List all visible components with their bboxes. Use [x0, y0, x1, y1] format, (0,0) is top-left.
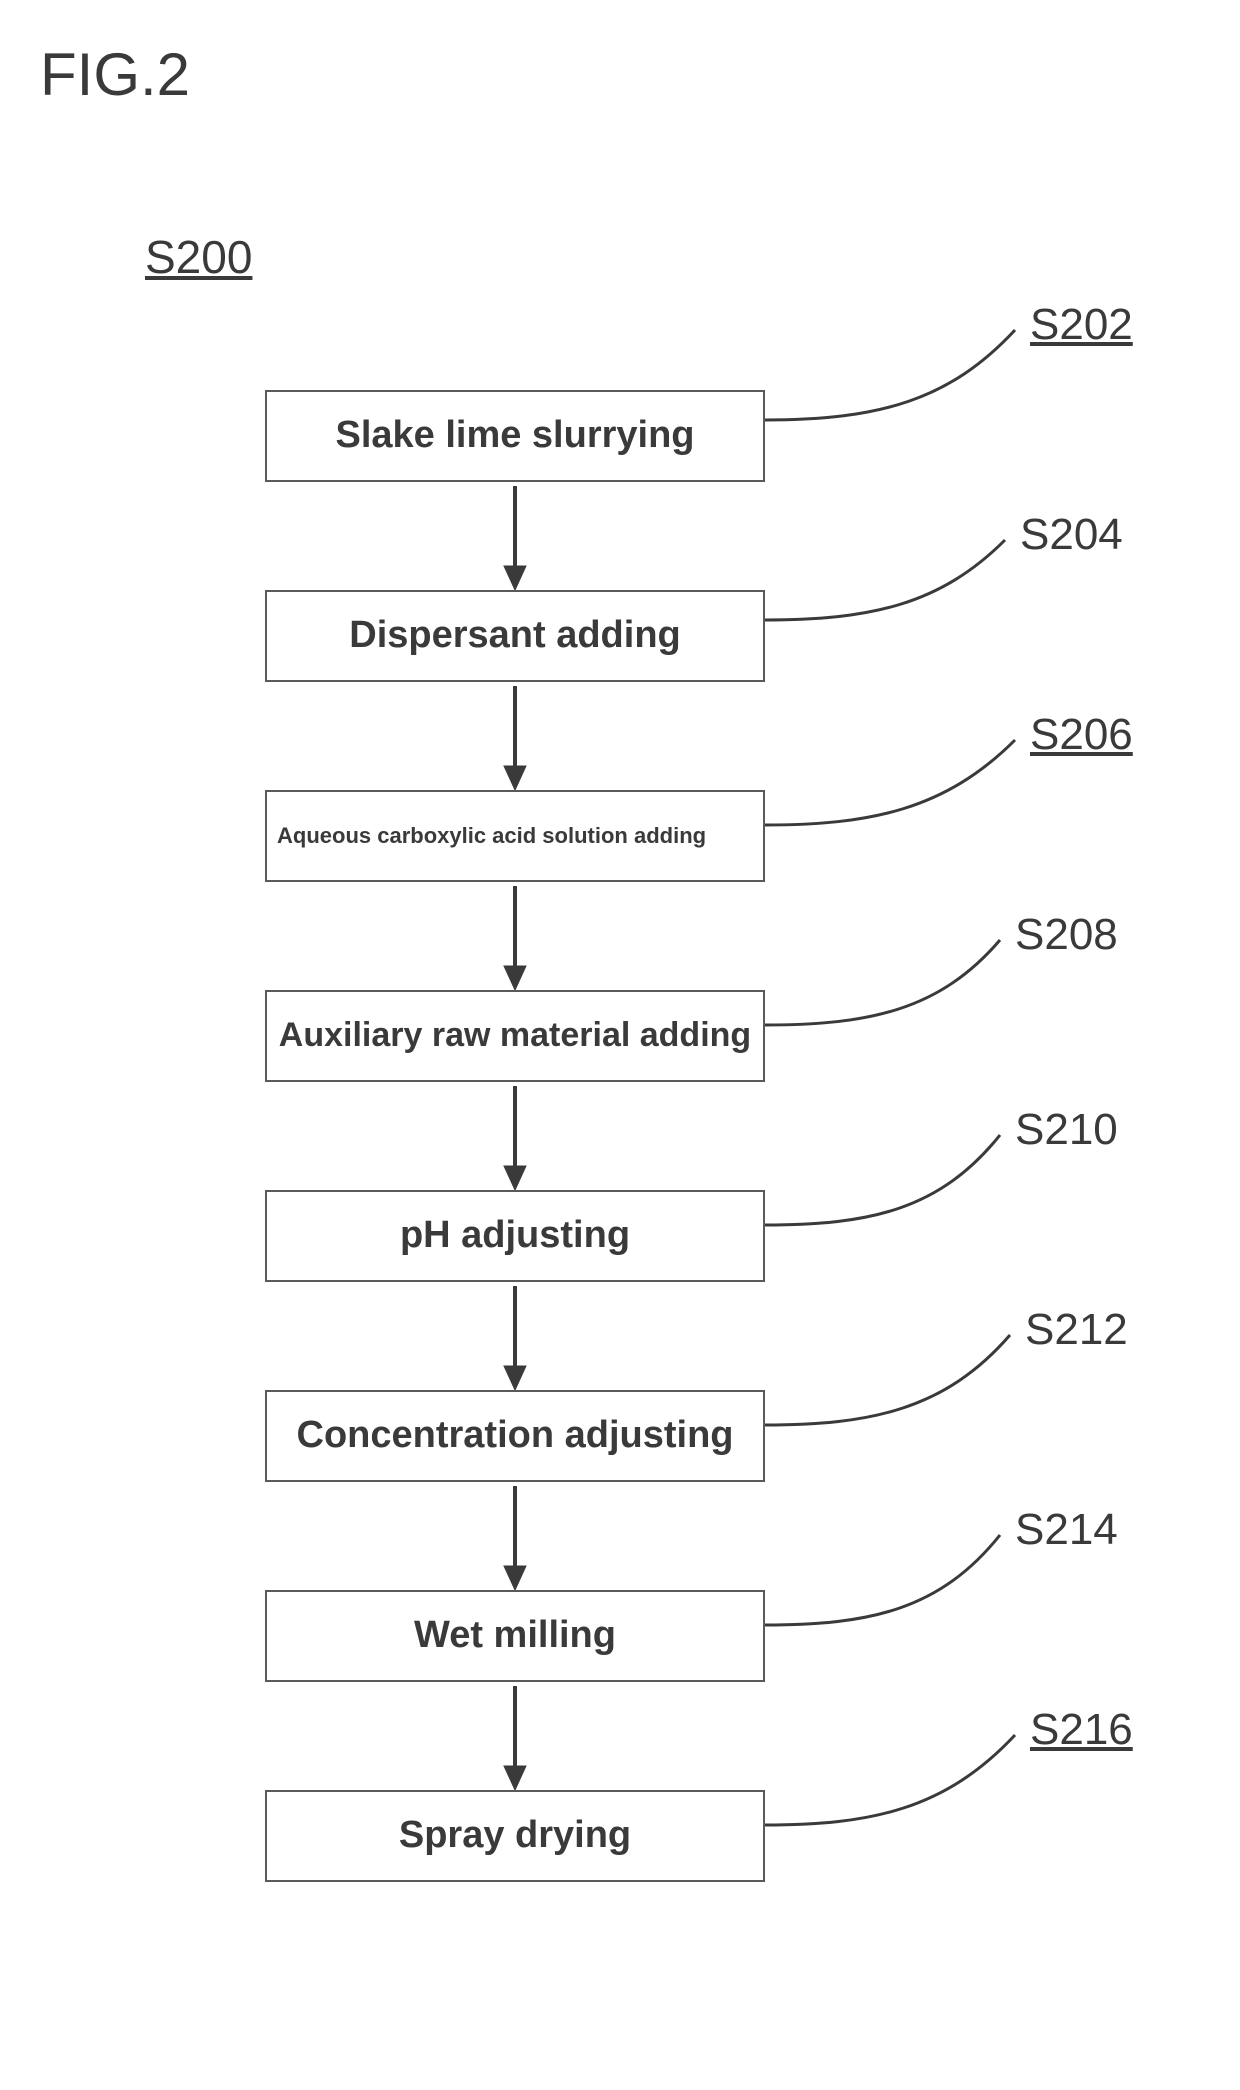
- step-ref-5: S210: [1015, 1105, 1118, 1155]
- step-label: Dispersant adding: [349, 615, 681, 657]
- step-ref-7: S214: [1015, 1505, 1118, 1555]
- step-label: Auxiliary raw material adding: [279, 1017, 751, 1054]
- step-ref-6: S212: [1025, 1305, 1128, 1355]
- step-ref-8: S216: [1030, 1705, 1133, 1755]
- step-box-2: Dispersant adding: [265, 590, 765, 682]
- step-ref-2: S204: [1020, 510, 1123, 560]
- step-box-3: Aqueous carboxylic acid solution adding: [265, 790, 765, 882]
- step-label: Spray drying: [399, 1815, 631, 1857]
- step-box-5: pH adjusting: [265, 1190, 765, 1282]
- section-label: S200: [145, 230, 252, 284]
- step-box-7: Wet milling: [265, 1590, 765, 1682]
- step-ref-4: S208: [1015, 910, 1118, 960]
- step-box-4: Auxiliary raw material adding: [265, 990, 765, 1082]
- step-label: Slake lime slurrying: [335, 415, 694, 457]
- step-label: Wet milling: [414, 1615, 616, 1657]
- step-box-1: Slake lime slurrying: [265, 390, 765, 482]
- figure-title: FIG.2: [40, 40, 190, 109]
- step-label: pH adjusting: [400, 1215, 630, 1257]
- step-ref-3: S206: [1030, 710, 1133, 760]
- figure-page: FIG.2 S200 Slake lime slurrying S202 Dispe…: [0, 0, 1240, 2090]
- step-ref-1: S202: [1030, 300, 1133, 350]
- step-box-8: Spray drying: [265, 1790, 765, 1882]
- step-label: Aqueous carboxylic acid solution adding: [277, 824, 706, 848]
- step-label: Concentration adjusting: [297, 1415, 734, 1457]
- step-box-6: Concentration adjusting: [265, 1390, 765, 1482]
